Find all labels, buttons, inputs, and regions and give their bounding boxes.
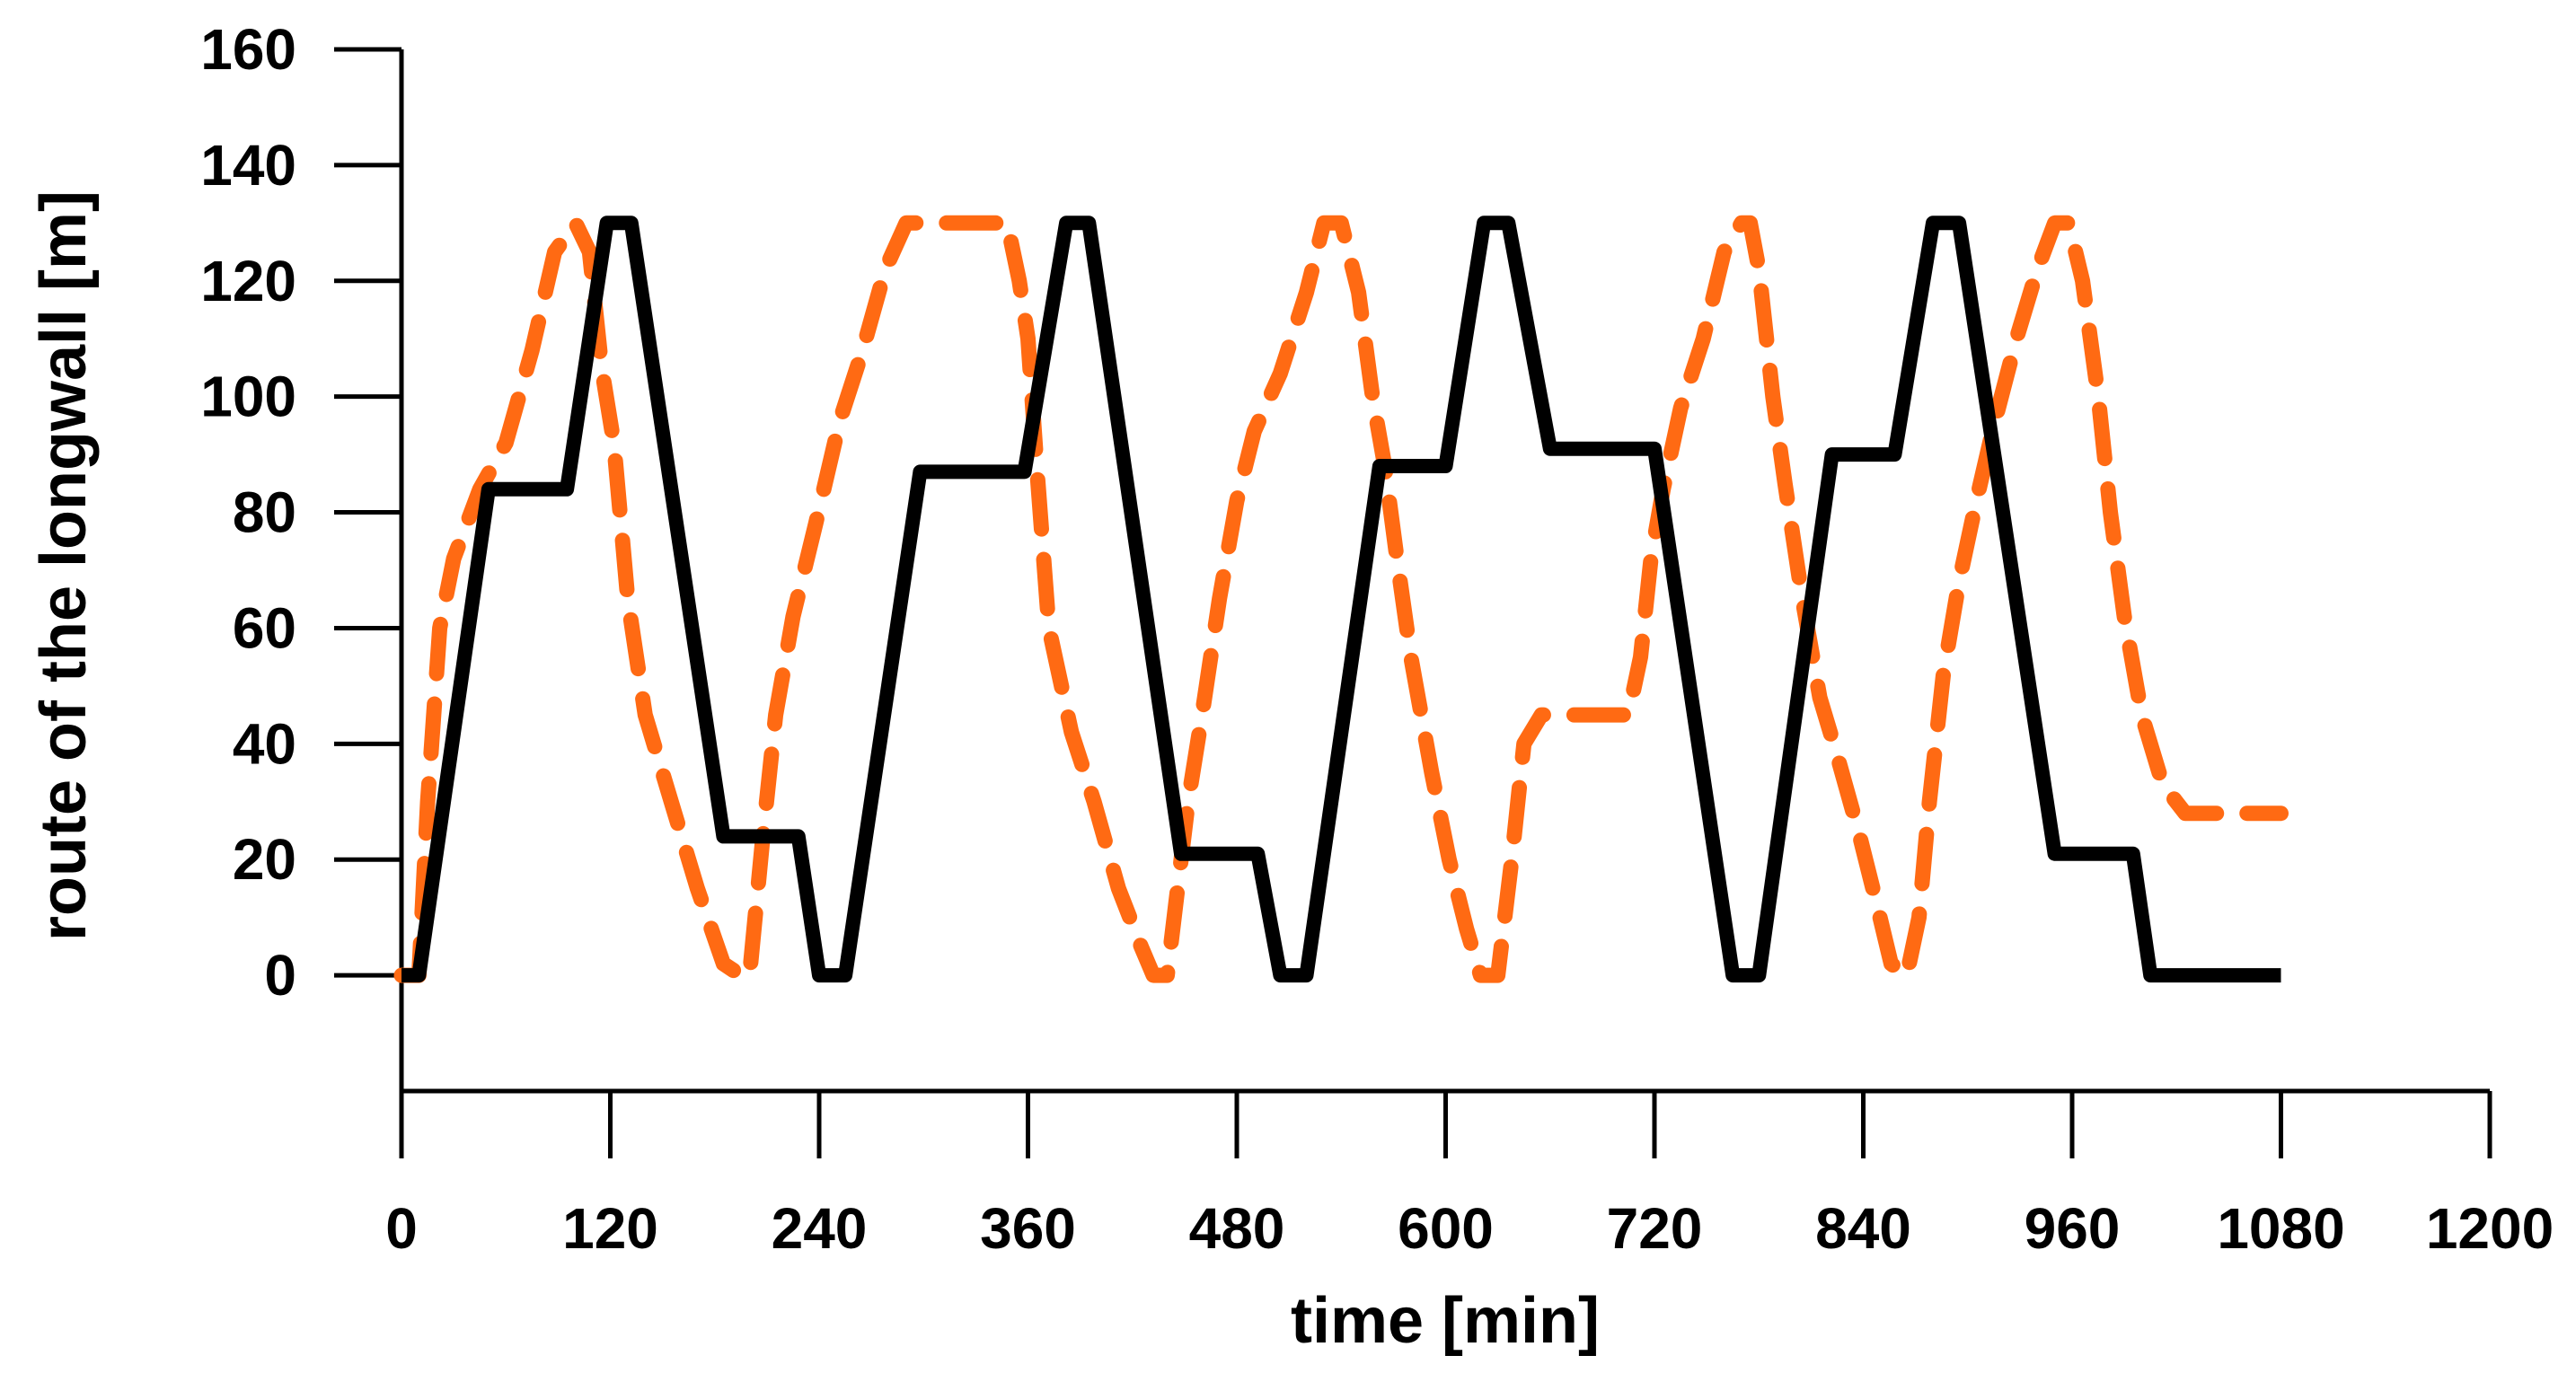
y-tick-label: 80 [233, 480, 296, 545]
series-layer [393, 215, 2289, 983]
x-tick-label: 0 [385, 1196, 418, 1261]
y-tick-label: 40 [233, 711, 296, 776]
x-tick-label: 360 [980, 1196, 1076, 1261]
y-tick-label: 20 [233, 827, 296, 892]
y-tick-label: 0 [264, 943, 296, 1008]
x-tick-label: 480 [1189, 1196, 1285, 1261]
y-tick-label: 120 [200, 249, 296, 313]
x-tick-label: 120 [562, 1196, 658, 1261]
y-ticks: 0 20 40 60 80 100 120 140 160 [200, 17, 401, 1008]
x-tick-label: 720 [1607, 1196, 1703, 1261]
x-ticks: 0 120 240 360 480 600 720 840 960 1080 1200 [385, 1091, 2554, 1261]
y-tick-label: 60 [233, 595, 296, 660]
y-axis-title: route of the longwall [m] [28, 190, 100, 941]
y-tick-label: 100 [200, 365, 296, 429]
series-line-solid [401, 216, 2281, 983]
y-tick-label: 160 [200, 17, 296, 82]
x-tick-label: 240 [772, 1196, 868, 1261]
x-axis-title: time [min] [1291, 1285, 1600, 1357]
y-tick-label: 140 [200, 133, 296, 198]
x-tick-label: 960 [2025, 1196, 2121, 1261]
x-tick-label: 1200 [2426, 1196, 2554, 1261]
x-tick-label: 1080 [2217, 1196, 2344, 1261]
x-tick-label: 840 [1815, 1196, 1911, 1261]
series-line-dashed [393, 215, 2289, 983]
x-tick-label: 600 [1398, 1196, 1494, 1261]
